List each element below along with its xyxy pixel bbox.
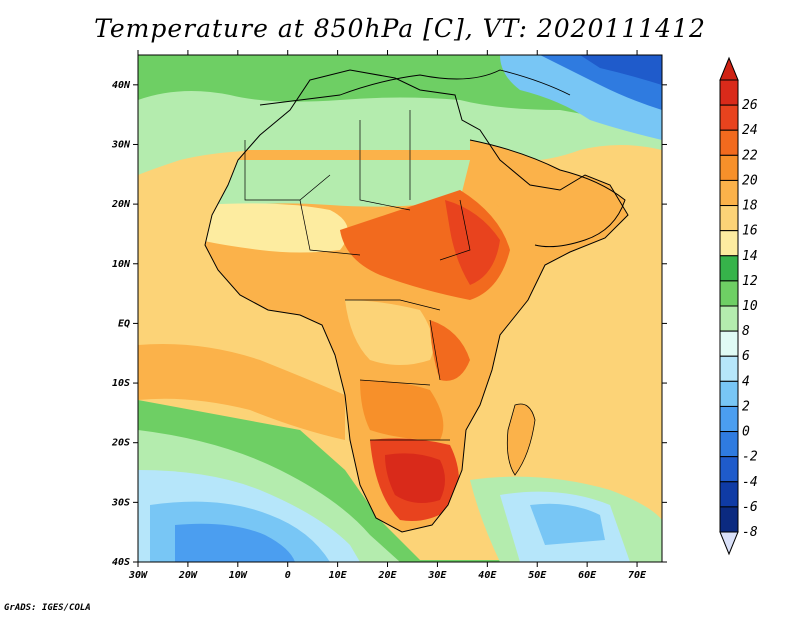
colorbar-swatch — [719, 405, 739, 433]
colorbar-swatch — [719, 380, 739, 407]
colorbar-label: 8 — [742, 324, 750, 339]
land-sahel-yellow — [205, 203, 348, 253]
colorbar-label: 0 — [742, 425, 750, 440]
field-ne-navy — [580, 55, 662, 85]
lon-tick-label: 10E — [329, 570, 348, 581]
colorbar-swatch — [719, 79, 739, 106]
lon-tick-label: 0 — [285, 570, 291, 581]
lon-tick-label: 20W — [178, 570, 198, 581]
colorbar-swatch — [719, 456, 739, 483]
colorbar-bottom-cap — [719, 531, 739, 556]
land-ethiopia-red — [445, 200, 500, 285]
colorbar-label: -8 — [742, 525, 758, 540]
lon-tick-label: 30E — [427, 570, 447, 581]
colorbar-label: 20 — [742, 173, 758, 188]
colorbar-swatch — [719, 481, 739, 508]
temperature-field — [138, 55, 662, 562]
latitude-axis: 40N 30N 20N 10N EQ 10S 20S 30S 40S — [111, 80, 667, 568]
colorbar-swatch — [719, 305, 739, 332]
colorbar-swatch — [719, 280, 739, 307]
colorbar-swatch — [719, 255, 739, 282]
lat-tick-label: 10S — [112, 378, 130, 389]
lat-tick-label: 40N — [112, 80, 131, 91]
land-kalahari-darkred — [385, 453, 445, 504]
colorbar-label: -2 — [742, 450, 758, 465]
colorbar-label: 26 — [742, 98, 758, 113]
colorbar-swatch — [719, 154, 739, 181]
plot-frame — [137, 54, 663, 563]
lat-tick-label: 40S — [112, 557, 130, 568]
europe-coastline — [259, 69, 571, 106]
lat-tick-label: EQ — [118, 318, 130, 329]
lon-tick-label: 10W — [229, 570, 248, 581]
colorbar-swatch — [719, 230, 739, 257]
colorbar-label: -6 — [742, 500, 758, 515]
country-borders — [244, 110, 471, 441]
field-south-darkblue — [175, 523, 295, 562]
colorbar-label: 4 — [742, 374, 750, 389]
land-eastafrica-red — [430, 320, 470, 381]
lon-tick-label: 60E — [578, 570, 597, 581]
grads-credit: GrADS: IGES/COLA — [4, 603, 91, 613]
longitude-axis: 30W 20W 10W 0 10E 20E 30E 40E 50E 60E 70E — [128, 50, 647, 581]
colorbar-label: 14 — [742, 249, 758, 264]
colorbar-label: 12 — [742, 274, 758, 289]
arabia-coastline — [469, 139, 626, 248]
map-title: Temperature at 850hPa [C], VT: 202011141… — [94, 14, 706, 43]
colorbar-top-cap — [719, 56, 739, 81]
colorbar-label: 10 — [742, 299, 758, 314]
field-atlantic-orange — [138, 344, 345, 440]
colorbar-swatch — [719, 129, 739, 156]
lat-tick-label: 20S — [111, 438, 130, 449]
colorbar-label: 18 — [742, 199, 758, 214]
colorbar-swatch — [719, 205, 739, 232]
lon-tick-label: 50E — [528, 570, 547, 581]
lat-tick-label: 20N — [111, 199, 131, 210]
lon-tick-label: 20E — [377, 570, 397, 581]
lat-tick-label: 30S — [111, 497, 130, 508]
land-congo-yellow — [345, 300, 434, 365]
lon-tick-label: 70E — [628, 570, 647, 581]
colorbar-swatch — [719, 104, 739, 131]
colorbar-label: -4 — [742, 475, 758, 490]
colorbar-swatch — [719, 431, 739, 458]
land-north-lightgreen — [205, 160, 470, 210]
colorbar-swatch — [719, 355, 739, 382]
colorbar-swatch — [719, 506, 739, 533]
lon-tick-label: 40E — [478, 570, 497, 581]
lon-tick-label: 30W — [128, 570, 148, 581]
land-angola-orange — [360, 380, 444, 440]
madagascar — [506, 403, 536, 476]
field-se-blue — [530, 503, 605, 545]
colorbar-swatch — [719, 330, 739, 357]
colorbar-label: 24 — [742, 123, 758, 138]
colorbar-label: 22 — [742, 148, 758, 163]
colorbar-label: 16 — [742, 224, 758, 239]
colorbar-swatch — [719, 179, 739, 207]
lat-tick-label: 30N — [111, 139, 131, 150]
colorbar-label: 2 — [742, 399, 750, 414]
lat-tick-label: 10N — [112, 259, 131, 270]
colorbar-label: 6 — [742, 349, 750, 364]
